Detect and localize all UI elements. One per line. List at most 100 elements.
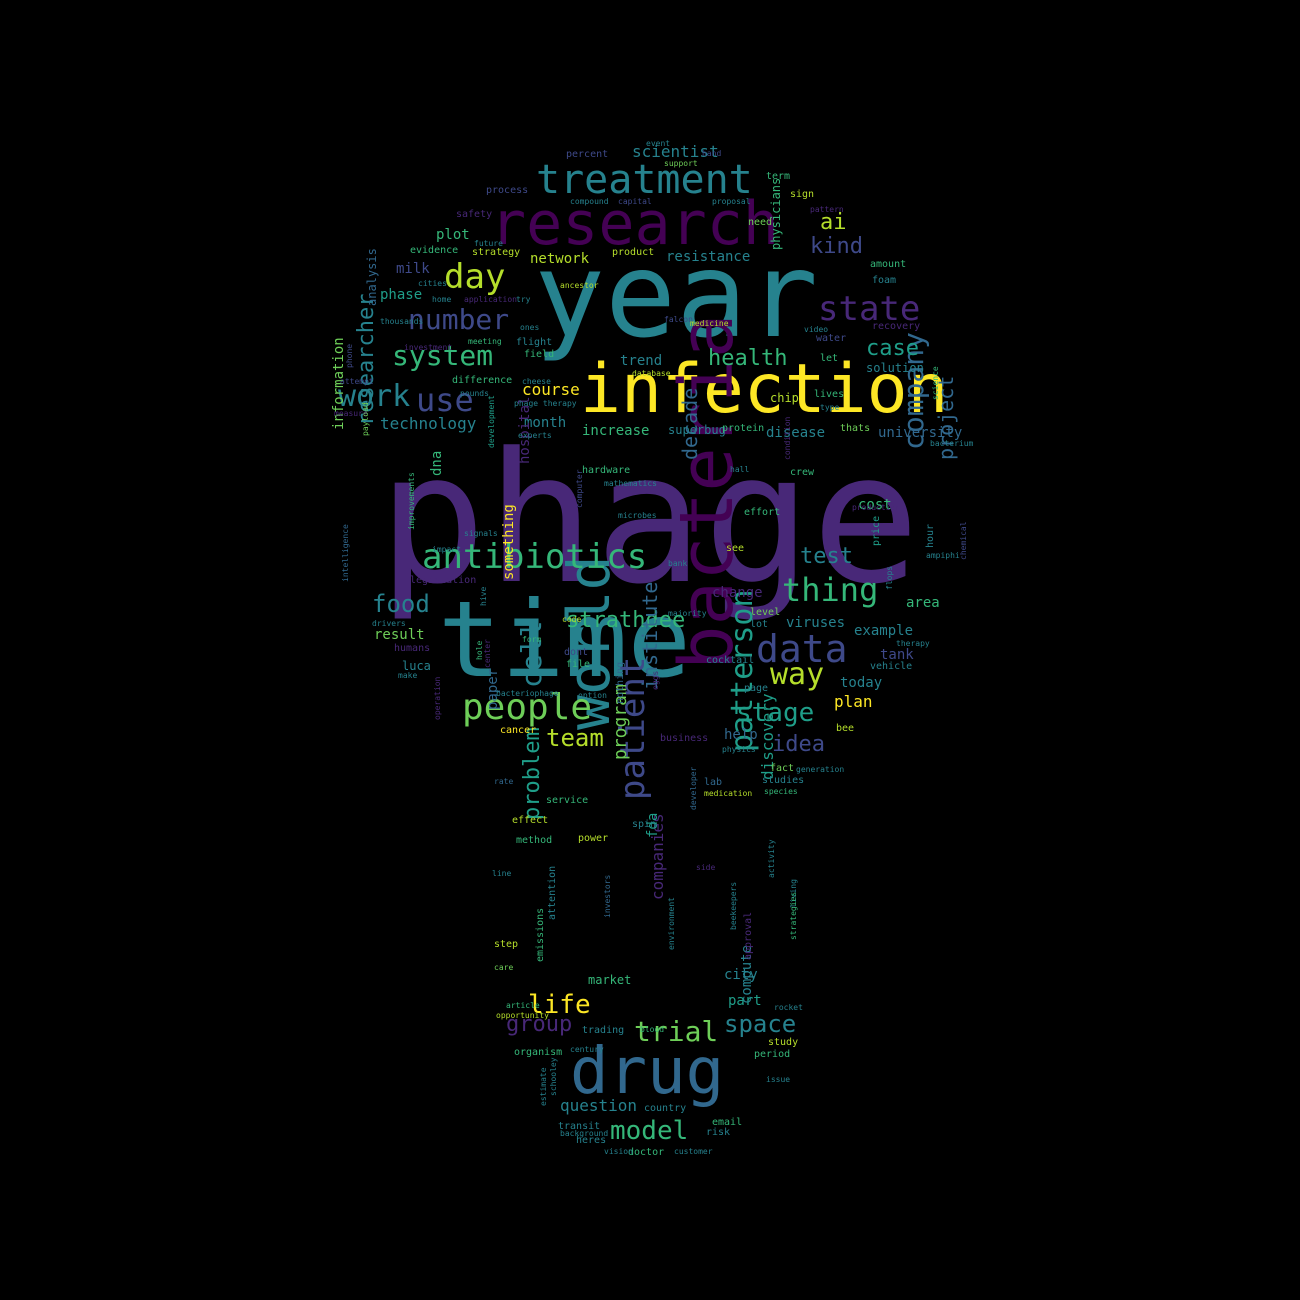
- word-falcon: falcon: [664, 315, 693, 324]
- word-day: day: [444, 257, 506, 297]
- word-option: option: [578, 691, 607, 700]
- word-line: line: [492, 869, 512, 878]
- word-pattern: pattern: [810, 205, 844, 214]
- word-bank: bank: [668, 559, 688, 568]
- word-type: type: [820, 403, 840, 412]
- word-team: team: [546, 724, 604, 752]
- word-luca: luca: [402, 659, 431, 673]
- word-study: study: [768, 1037, 799, 1048]
- word-fact: fact: [770, 763, 795, 774]
- word-cancer: cancer: [500, 725, 537, 736]
- word-time: time: [438, 579, 691, 701]
- word-video: video: [804, 325, 829, 334]
- word-cocktail: cocktail: [706, 655, 755, 666]
- word-operation: operation: [433, 676, 442, 720]
- word-safety: safety: [456, 209, 493, 220]
- word-recovery: recovery: [872, 321, 921, 332]
- word-service: service: [546, 795, 589, 806]
- word-rocket: rocket: [774, 1003, 803, 1012]
- word-resistance: resistance: [666, 249, 751, 265]
- word-chemical: chemical: [959, 521, 968, 560]
- word-idea: idea: [772, 732, 825, 757]
- word-technology: technology: [380, 414, 477, 433]
- word-month: month: [524, 415, 567, 431]
- word-studies: studies: [762, 775, 805, 786]
- word-eggs: eggs: [651, 670, 660, 690]
- word-experts: experts: [518, 431, 552, 440]
- word-measure: measure: [334, 409, 368, 418]
- word-way: way: [770, 657, 825, 692]
- word-bacterium: bacterium: [930, 439, 974, 448]
- word-data: data: [756, 627, 848, 671]
- word-bacteriophage: bacteriophage: [496, 689, 559, 698]
- word-government: government: [0, 0, 97, 17]
- word-care: care: [494, 963, 514, 972]
- word-space: space: [724, 1010, 797, 1038]
- word-cost: cost: [858, 497, 892, 513]
- word-condition: condition: [783, 416, 792, 460]
- word-try: try: [516, 295, 531, 304]
- word-humans: humans: [394, 643, 431, 654]
- word-meeting: meeting: [468, 337, 502, 346]
- word-proposal: proposal: [712, 197, 751, 206]
- word-phage-therapy: phage therapy: [514, 399, 577, 408]
- word-university: university: [878, 425, 963, 441]
- word-strategy: strategy: [472, 247, 521, 258]
- word-research: research: [490, 189, 779, 259]
- word-today: today: [840, 675, 883, 691]
- word-microbes: microbes: [618, 511, 657, 520]
- word-heres: heres: [576, 1135, 607, 1146]
- word-dna: dna: [429, 450, 445, 476]
- word-percent: percent: [566, 149, 609, 160]
- word-impact: impact: [432, 545, 461, 554]
- word-blood: blood: [640, 1025, 665, 1034]
- word-thing: thing: [782, 571, 879, 609]
- word-computer: computer: [575, 469, 584, 508]
- word-improvements: improvements: [407, 472, 416, 530]
- word-superbug: superbug: [668, 423, 726, 437]
- word-antibiotics: antibiotics: [422, 537, 648, 577]
- word-attention: attention: [547, 865, 558, 920]
- word-country: country: [644, 1103, 687, 1114]
- word-developer: developer: [689, 766, 698, 810]
- word-case: case: [866, 336, 919, 361]
- word-kind: kind: [810, 234, 863, 259]
- word-capital: capital: [618, 197, 652, 206]
- word-area: area: [906, 595, 940, 611]
- word-plot: plot: [436, 227, 470, 243]
- word-drug: drug: [570, 1035, 725, 1109]
- word-crew: crew: [790, 467, 815, 478]
- word-help: help: [724, 727, 758, 743]
- word-physics: physics: [722, 745, 756, 754]
- word-trend: trend: [620, 353, 663, 369]
- word-term: term: [766, 171, 791, 182]
- word-doctor: doctor: [628, 1147, 665, 1158]
- word-transit: transit: [558, 1121, 601, 1132]
- word-step: step: [494, 939, 519, 950]
- word-need: need: [748, 217, 773, 228]
- word-intelligence: intelligence: [341, 524, 350, 582]
- word-investment: investment: [404, 343, 453, 352]
- word-signals: signals: [464, 529, 498, 538]
- word-foam: foam: [872, 275, 897, 286]
- word-food: food: [372, 590, 430, 618]
- word-flops: flops: [885, 565, 894, 590]
- word-period: period: [754, 1049, 791, 1060]
- word-generation: generation: [796, 765, 845, 774]
- word-ampiphi: ampiphi: [926, 551, 960, 560]
- word-rate: rate: [494, 777, 514, 786]
- word-spin: spin: [632, 819, 657, 830]
- word-thousands: thousands: [380, 317, 424, 326]
- word-health: health: [708, 346, 788, 371]
- word-lot: lot: [750, 619, 769, 630]
- word-dont: dont: [564, 647, 589, 658]
- word-market: market: [588, 973, 632, 987]
- word-science: science: [931, 366, 940, 400]
- word-flight: flight: [516, 337, 553, 348]
- word-application: application: [464, 295, 517, 304]
- word-customer: customer: [674, 1147, 713, 1156]
- word-nothing: nothing: [615, 661, 626, 704]
- word-therapy: therapy: [896, 639, 930, 648]
- word-price: price: [871, 515, 882, 546]
- word-future: future: [474, 239, 503, 248]
